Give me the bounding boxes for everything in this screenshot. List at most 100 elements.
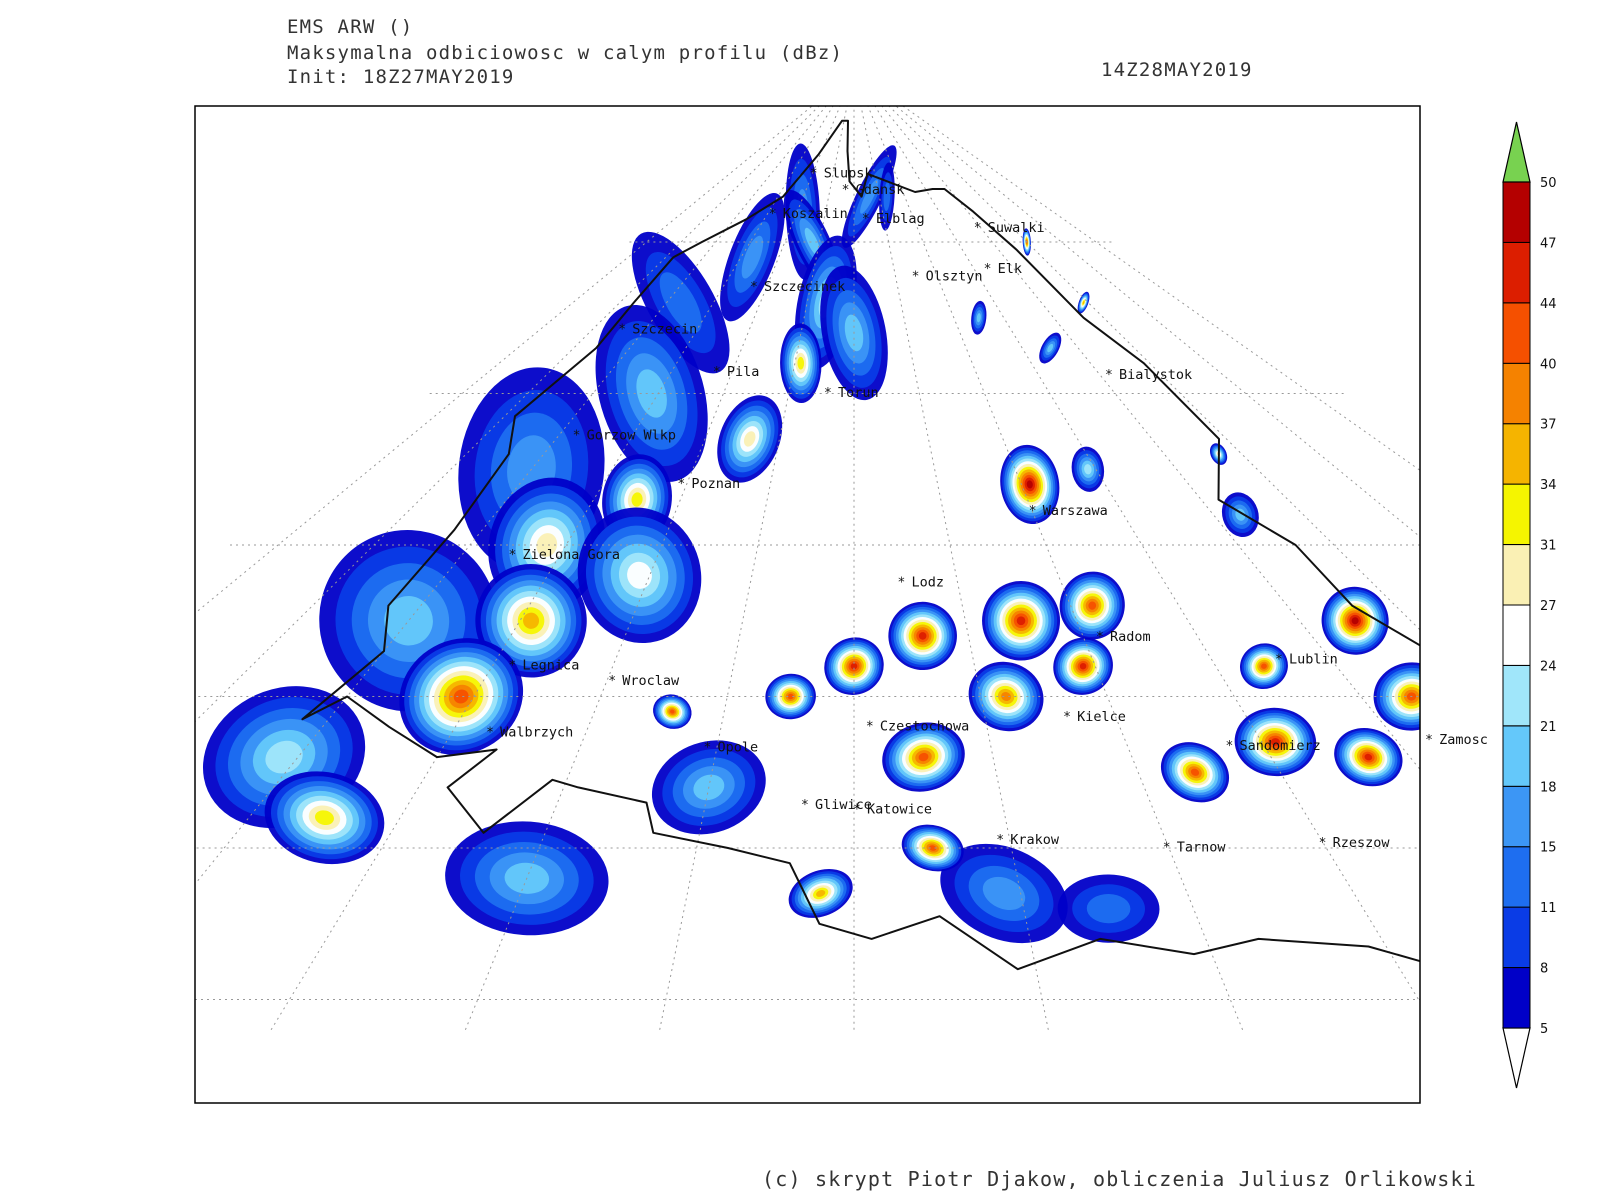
city-marker: * Lublin <box>1275 652 1338 668</box>
city-label: Suwalki <box>988 220 1045 236</box>
reflectivity-cell <box>595 304 708 483</box>
legend-swatch <box>1502 362 1531 425</box>
city-star-icon: * <box>801 798 809 813</box>
city-label: Walbrzych <box>500 724 573 740</box>
reflectivity-cell <box>982 580 1061 661</box>
credits: (c) skrypt Piotr Djakow, obliczenia Juli… <box>762 1167 1478 1191</box>
init-time: Init: 18Z27MAY2019 <box>287 66 515 88</box>
city-marker: * Torun <box>824 385 879 401</box>
city-star-icon: * <box>974 221 982 236</box>
city-star-icon: * <box>996 833 1004 848</box>
legend-tick-label: 50 <box>1540 176 1557 191</box>
legend-swatch <box>1502 664 1531 727</box>
map-frame <box>194 105 1421 1104</box>
legend-upper-arrow <box>1502 121 1531 183</box>
reflectivity-cell <box>1321 586 1389 655</box>
reflectivity-cell <box>940 843 1068 944</box>
legend-swatch <box>1502 785 1531 848</box>
city-star-icon: * <box>810 166 818 181</box>
graticule <box>195 106 1420 1031</box>
legend-tick-label: 8 <box>1540 962 1548 977</box>
legend-tick-label: 40 <box>1540 357 1557 372</box>
city-star-icon: * <box>486 725 494 740</box>
city-label: Warszawa <box>1043 503 1108 519</box>
city-star-icon: * <box>608 674 616 689</box>
legend-swatch <box>1502 604 1531 666</box>
city-marker: * Bialystok <box>1105 367 1192 383</box>
legend-tick-label: 24 <box>1540 659 1557 674</box>
city-marker: * Gliwice <box>801 797 872 813</box>
reflectivity-cell <box>720 192 785 322</box>
city-marker: * Szczecinek <box>750 279 845 295</box>
meridian <box>464 106 841 1030</box>
city-star-icon: * <box>862 212 870 227</box>
reflectivity-cell <box>780 323 822 403</box>
legend-swatch <box>1502 544 1531 606</box>
legend-swatch <box>1502 846 1531 908</box>
legend-tick-label: 31 <box>1540 539 1557 554</box>
city-marker: * Suwalki <box>974 220 1045 236</box>
city-star-icon: * <box>984 262 992 277</box>
city-label: Szczecin <box>632 321 697 337</box>
legend-tick-label: 11 <box>1540 901 1557 916</box>
city-star-icon: * <box>1063 710 1071 725</box>
city-label: Torun <box>838 385 879 401</box>
reflectivity-cell <box>1160 742 1230 803</box>
reflectivity-cell <box>1234 707 1317 777</box>
city-label: Gdansk <box>856 182 905 198</box>
city-label: Zielona Gora <box>523 547 621 563</box>
city-marker: * Olsztyn <box>912 268 983 284</box>
city-label: Wroclaw <box>622 673 680 689</box>
reflectivity-cell <box>971 300 987 335</box>
city-star-icon: * <box>898 575 906 590</box>
reflectivity-cell <box>1039 332 1062 364</box>
city-label: Pila <box>727 364 760 380</box>
city-label: Bialystok <box>1119 367 1192 383</box>
city-marker: * Walbrzych <box>486 724 573 740</box>
city-marker: * Katowice <box>853 802 932 818</box>
city-marker: * Pila <box>713 364 760 380</box>
reflectivity-field <box>202 143 1420 944</box>
city-star-icon: * <box>824 386 832 401</box>
reflectivity-cell <box>653 694 692 729</box>
city-star-icon: * <box>573 428 581 443</box>
legend-tick-label: 15 <box>1540 841 1557 856</box>
city-label: Lublin <box>1289 652 1338 668</box>
legend-swatch <box>1502 725 1531 787</box>
city-marker: * Kielce <box>1063 709 1126 725</box>
city-star-icon: * <box>1163 840 1171 855</box>
legend-swatch <box>1502 241 1531 304</box>
city-marker: * Zielona Gora <box>509 547 621 563</box>
city-star-icon: * <box>853 803 861 818</box>
city-marker: * Zamosc <box>1425 732 1488 748</box>
city-label: Poznan <box>691 476 740 492</box>
legend-swatch <box>1502 302 1531 364</box>
city-label: Lodz <box>912 574 945 590</box>
city-marker: * Radom <box>1096 629 1151 645</box>
city-star-icon: * <box>1105 368 1113 383</box>
city-label: Czestochowa <box>880 718 969 734</box>
city-marker: * Czestochowa <box>866 718 969 734</box>
city-star-icon: * <box>1096 630 1104 645</box>
poland-border <box>301 119 1420 971</box>
city-star-icon: * <box>1226 739 1234 754</box>
city-star-icon: * <box>769 207 777 222</box>
city-marker: * Gorzow Wlkp <box>573 427 676 443</box>
reflectivity-cell <box>901 824 964 872</box>
city-label: Slupsk <box>824 165 873 181</box>
city-label: Elk <box>998 261 1022 277</box>
city-star-icon: * <box>508 659 516 674</box>
city-label: Gliwice <box>815 797 872 813</box>
city-label: Szczecinek <box>764 279 845 295</box>
reflectivity-cell <box>717 395 783 483</box>
city-star-icon: * <box>866 719 874 734</box>
city-marker: * Wroclaw <box>608 673 680 689</box>
reflectivity-cell <box>1071 446 1105 492</box>
city-star-icon: * <box>618 322 626 337</box>
city-star-icon: * <box>677 477 685 492</box>
legend-swatch <box>1502 423 1531 485</box>
reflectivity-cell <box>968 661 1044 732</box>
city-label: Sandomierz <box>1240 738 1321 754</box>
city-label: Kielce <box>1077 709 1126 725</box>
